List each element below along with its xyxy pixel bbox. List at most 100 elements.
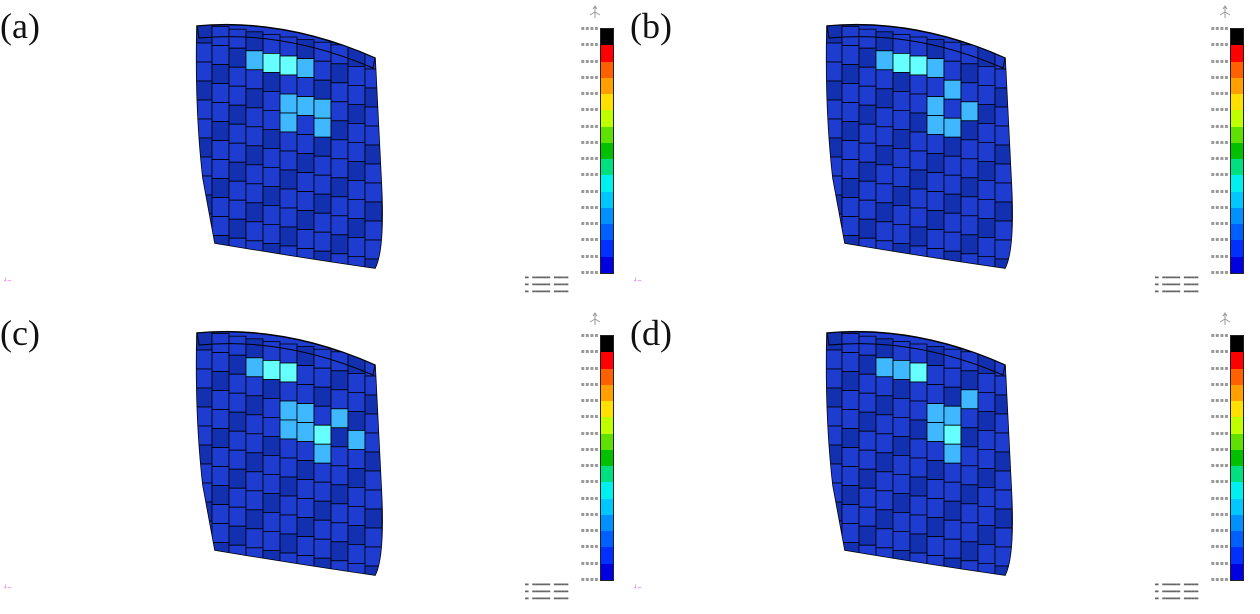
colorbar-segment	[1231, 207, 1243, 225]
mesh-element	[347, 66, 366, 86]
mesh-element	[211, 409, 230, 429]
mesh-element	[909, 476, 928, 497]
mesh-element	[296, 517, 315, 538]
mesh-element	[211, 371, 230, 391]
mesh-element	[313, 519, 332, 540]
mesh-element	[943, 538, 962, 559]
colorbar-segment	[601, 159, 613, 176]
mesh-element	[296, 191, 315, 212]
mesh-element	[211, 83, 230, 103]
colorbar-tick: ▪▪▪▪	[580, 559, 599, 567]
mesh-element	[875, 509, 894, 530]
mesh-element	[330, 234, 349, 255]
mesh-element	[892, 72, 911, 92]
mesh-element	[994, 220, 1013, 241]
colorbar-tick: ▪▪▪▪	[580, 397, 599, 405]
colorbar-tick: ▪▪▪▪	[580, 122, 599, 130]
mesh-element	[347, 104, 366, 124]
colorbar-segment	[601, 368, 613, 385]
mesh-element	[228, 563, 247, 575]
mesh-element	[994, 182, 1013, 203]
mesh-element	[279, 419, 298, 440]
mesh-element	[960, 234, 979, 255]
mesh-element	[313, 443, 332, 464]
mesh-element	[977, 467, 996, 488]
mesh-element	[228, 525, 247, 546]
mesh-element	[262, 147, 281, 168]
mesh-element	[841, 428, 860, 448]
mesh-element	[892, 379, 911, 399]
colorbar-segment	[1231, 417, 1243, 434]
mesh-element	[296, 210, 315, 231]
colorbar-segment	[601, 45, 613, 62]
mesh-element	[858, 487, 877, 508]
mesh-element	[926, 574, 945, 575]
mesh-element	[875, 452, 894, 473]
mesh-element	[364, 258, 383, 268]
colorbar-tick: ▪▪▪▪	[1210, 122, 1229, 130]
mesh-element	[943, 174, 962, 195]
panel-b: (b) ▪▪▪▪ ▪▪▪▪ ▪▪▪▪ ▪▪▪▪ ▪▪▪▪ ▪▪▪▪ ▪▪▪▪ ▪▪▪▪ ▪▪▪▪ ▪…	[630, 0, 1260, 307]
info-line: ▬ ▬▬▬▬▬ ▬▬▬▬	[525, 274, 569, 281]
colorbar-tick: ▪▪▪▪	[1210, 527, 1229, 535]
colorbar-tick: ▪▪▪▪	[580, 252, 599, 260]
mesh-element	[875, 50, 894, 71]
mesh-element	[211, 523, 230, 544]
mesh-element	[841, 159, 860, 180]
mesh-element	[296, 267, 315, 268]
colorbar-tick: ▪▪▪▪	[1210, 203, 1229, 211]
mesh-element	[228, 142, 247, 163]
mesh-element	[279, 533, 298, 554]
mesh-element	[196, 194, 213, 215]
mesh-element	[228, 430, 247, 451]
mesh-element	[994, 87, 1013, 108]
colorbar-segment	[601, 433, 613, 450]
mesh-element	[960, 120, 979, 141]
mesh-element	[875, 202, 894, 223]
mesh-element	[313, 117, 332, 138]
colorbar-tick: ▪▪▪▪	[580, 236, 599, 244]
colorbar-tick: ▪▪▪▪	[580, 187, 599, 195]
colorbar-segment	[601, 449, 613, 467]
colorbar-tick: ▪▪▪▪	[1210, 73, 1229, 81]
mesh-element	[977, 104, 996, 124]
mesh-element	[245, 164, 264, 185]
mesh-element	[841, 216, 860, 237]
mesh-element	[245, 395, 264, 416]
mesh-element	[279, 400, 298, 421]
info-line: ▬ ▬▬▬▬▬ ▬▬▬▬	[1155, 274, 1199, 281]
mesh-element	[858, 199, 877, 220]
mesh-element	[841, 466, 860, 487]
colorbar-segment	[1231, 368, 1243, 385]
mesh-element	[196, 387, 213, 408]
mesh-element	[892, 492, 911, 513]
mesh-element	[245, 31, 264, 52]
mesh-element	[960, 408, 979, 429]
mesh-element	[875, 414, 894, 435]
mesh-element	[211, 466, 230, 487]
mesh-element	[296, 498, 315, 519]
mesh-element	[279, 457, 298, 478]
mesh-element	[211, 352, 230, 373]
mesh-element	[296, 574, 315, 575]
mesh-element	[262, 166, 281, 187]
mesh-element	[313, 60, 332, 81]
mesh-element	[943, 462, 962, 483]
mesh-element	[364, 220, 383, 241]
mesh-element	[994, 375, 1013, 396]
mesh-element	[279, 438, 298, 459]
mesh-element	[296, 422, 315, 442]
contour-colorbar	[1230, 28, 1244, 274]
mesh-element	[313, 367, 332, 388]
mesh-elements	[826, 331, 1013, 575]
mesh-element	[909, 55, 928, 76]
mesh-element	[196, 368, 213, 389]
colorbar-tick: ▪▪▪▪	[580, 478, 599, 486]
mesh-element	[279, 36, 298, 57]
mesh-element	[858, 430, 877, 451]
mesh-element	[926, 58, 945, 78]
mesh-element	[262, 492, 281, 513]
mesh-element	[943, 212, 962, 233]
colorbar-segment	[1231, 126, 1243, 143]
mesh-element	[313, 386, 332, 407]
